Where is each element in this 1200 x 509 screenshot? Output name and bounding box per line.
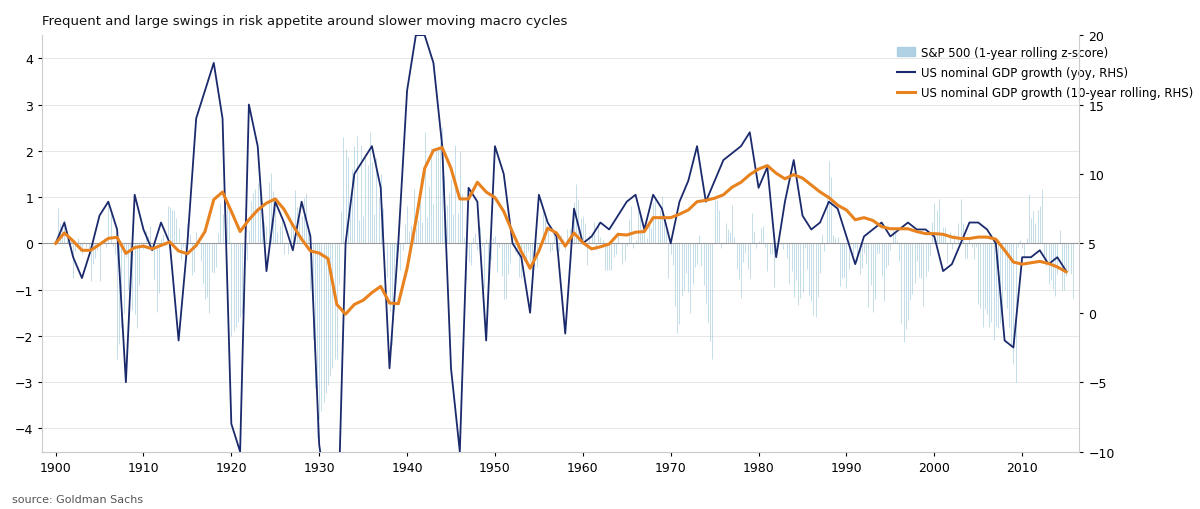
Legend: S&P 500 (1-year rolling z-score), US nominal GDP growth (yoy, RHS), US nominal G: S&P 500 (1-year rolling z-score), US nom… (893, 42, 1198, 104)
Text: source: Goldman Sachs: source: Goldman Sachs (12, 494, 143, 504)
Text: Frequent and large swings in risk appetite around slower moving macro cycles: Frequent and large swings in risk appeti… (42, 15, 568, 28)
